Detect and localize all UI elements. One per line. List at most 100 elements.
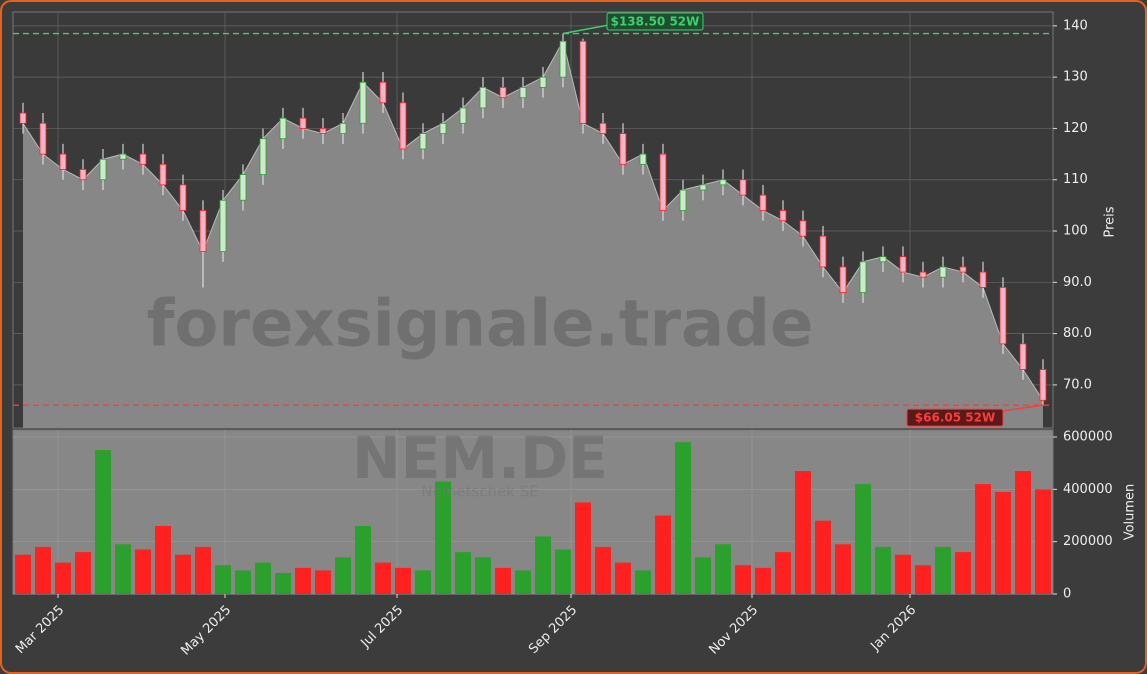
- annotation-box: [906, 408, 1004, 427]
- candle-body: [319, 128, 327, 134]
- annotation-label: $66.05 52W: [915, 411, 995, 425]
- volume-bar: [555, 549, 571, 594]
- volume-bar: [1035, 489, 1051, 594]
- volume-bar: [995, 491, 1011, 594]
- volume-bar: [395, 567, 411, 594]
- volume-bar: [135, 549, 151, 594]
- volume-tick-label: 0: [1063, 587, 1071, 602]
- volume-bar: [675, 442, 691, 594]
- volume-bar: [595, 546, 611, 594]
- volume-bar: [375, 562, 391, 594]
- candle-body: [999, 287, 1007, 345]
- y-tick-label: 140: [1063, 18, 1088, 33]
- volume-bar: [695, 557, 711, 594]
- volume-bar: [215, 565, 231, 594]
- candle-body: [759, 194, 767, 211]
- symbol-watermark: NEM.DE: [352, 424, 608, 492]
- close-line: [22, 39, 1044, 401]
- candle-body: [119, 153, 127, 160]
- candle-body: [519, 87, 527, 99]
- candle-body: [719, 179, 727, 186]
- candle-body: [919, 271, 927, 278]
- candle-body: [79, 169, 87, 181]
- company-watermark: Nemetschek SE: [421, 483, 538, 501]
- annotation-arrow: [562, 24, 610, 35]
- candle-body: [739, 179, 747, 196]
- volume-bar: [235, 570, 251, 594]
- candle-body: [299, 117, 307, 129]
- volume-bar: [415, 570, 431, 594]
- volume-bar: [815, 520, 831, 594]
- volume-bar: [735, 565, 751, 594]
- candle-body: [879, 256, 887, 263]
- volume-bar: [655, 515, 671, 594]
- candle-body: [199, 210, 207, 252]
- volume-tick-label: 600000: [1063, 430, 1113, 445]
- candle-body: [819, 235, 827, 268]
- candle-body: [959, 266, 967, 273]
- candle-body: [939, 266, 947, 278]
- volume-bar: [195, 546, 211, 594]
- volume-bar: [295, 567, 311, 594]
- volume-bar: [955, 552, 971, 594]
- volume-bar: [855, 484, 871, 594]
- candle-body: [579, 40, 587, 124]
- volume-bar: [35, 546, 51, 594]
- volume-bar: [435, 481, 451, 594]
- annotation-arrow: [1000, 404, 1044, 412]
- candle-body: [459, 107, 467, 124]
- watermark: forexsignale.trade: [147, 288, 814, 362]
- y-tick-label: 110: [1063, 172, 1088, 187]
- candle-body: [439, 122, 447, 134]
- volume-tick-label: 400000: [1063, 482, 1113, 497]
- volume-bar: [515, 570, 531, 594]
- volume-bar: [115, 544, 131, 594]
- candle-body: [599, 122, 607, 134]
- volume-bar: [795, 471, 811, 594]
- volume-bar: [495, 567, 511, 594]
- volume-bar: [315, 570, 331, 594]
- y-tick-label: 100: [1063, 224, 1088, 239]
- candle-body: [679, 189, 687, 211]
- volume-bar: [1015, 471, 1031, 594]
- volume-bar: [875, 546, 891, 594]
- candle-body: [399, 102, 407, 150]
- volume-bar: [155, 525, 171, 594]
- volume-bar: [775, 552, 791, 594]
- candle-body: [539, 76, 547, 88]
- candle-body: [179, 184, 187, 211]
- candle-body: [799, 220, 807, 237]
- candle-body: [339, 122, 347, 134]
- candle-body: [59, 153, 67, 170]
- candle-body: [839, 266, 847, 293]
- volume-bar: [175, 554, 191, 594]
- candle-body: [259, 138, 267, 176]
- volume-bar: [275, 573, 291, 594]
- y-tick-label: 130: [1063, 70, 1088, 85]
- volume-bar: [75, 552, 91, 594]
- candle-body: [19, 112, 27, 124]
- candle-body: [639, 153, 647, 165]
- volume-bar: [975, 484, 991, 594]
- volume-bar: [255, 562, 271, 594]
- candle-body: [699, 184, 707, 191]
- volume-bar: [575, 502, 591, 594]
- y-axis-label: Preis: [1103, 206, 1118, 237]
- candle-body: [39, 122, 47, 155]
- volume-bar: [835, 544, 851, 594]
- volume-bar: [895, 554, 911, 594]
- volume-bar: [915, 565, 931, 594]
- candle-body: [239, 174, 247, 201]
- annotation-label: $138.50 52W: [611, 15, 700, 29]
- candle-body: [619, 133, 627, 165]
- y-tick-label: 70.0: [1063, 377, 1092, 392]
- volume-bar: [455, 552, 471, 594]
- volume-bar: [15, 554, 31, 594]
- candle-body: [859, 261, 867, 293]
- volume-bar: [95, 450, 111, 594]
- candle-body: [219, 199, 227, 252]
- candle-body: [159, 163, 167, 186]
- y-tick-label: 90.0: [1063, 275, 1092, 290]
- volume-bar: [615, 562, 631, 594]
- volume-bar: [715, 544, 731, 594]
